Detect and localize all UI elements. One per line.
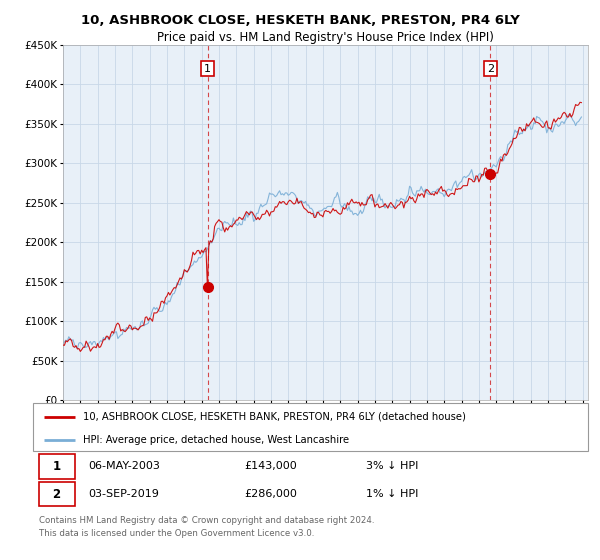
Text: Contains HM Land Registry data © Crown copyright and database right 2024.
This d: Contains HM Land Registry data © Crown c… (38, 516, 374, 538)
Text: 03-SEP-2019: 03-SEP-2019 (89, 489, 160, 499)
Text: HPI: Average price, detached house, West Lancashire: HPI: Average price, detached house, West… (83, 435, 349, 445)
FancyBboxPatch shape (38, 454, 74, 479)
FancyBboxPatch shape (38, 482, 74, 506)
Text: £286,000: £286,000 (244, 489, 297, 499)
Text: 3% ↓ HPI: 3% ↓ HPI (366, 461, 418, 472)
FancyBboxPatch shape (33, 403, 588, 451)
Text: 1% ↓ HPI: 1% ↓ HPI (366, 489, 418, 499)
Text: 2: 2 (53, 488, 61, 501)
Text: 10, ASHBROOK CLOSE, HESKETH BANK, PRESTON, PR4 6LY (detached house): 10, ASHBROOK CLOSE, HESKETH BANK, PRESTO… (83, 412, 466, 422)
Title: Price paid vs. HM Land Registry's House Price Index (HPI): Price paid vs. HM Land Registry's House … (157, 31, 494, 44)
Text: 10, ASHBROOK CLOSE, HESKETH BANK, PRESTON, PR4 6LY: 10, ASHBROOK CLOSE, HESKETH BANK, PRESTO… (80, 14, 520, 27)
Text: 2: 2 (487, 63, 494, 73)
Text: 1: 1 (53, 460, 61, 473)
Text: £143,000: £143,000 (244, 461, 296, 472)
Text: 06-MAY-2003: 06-MAY-2003 (89, 461, 160, 472)
Text: 1: 1 (204, 63, 211, 73)
